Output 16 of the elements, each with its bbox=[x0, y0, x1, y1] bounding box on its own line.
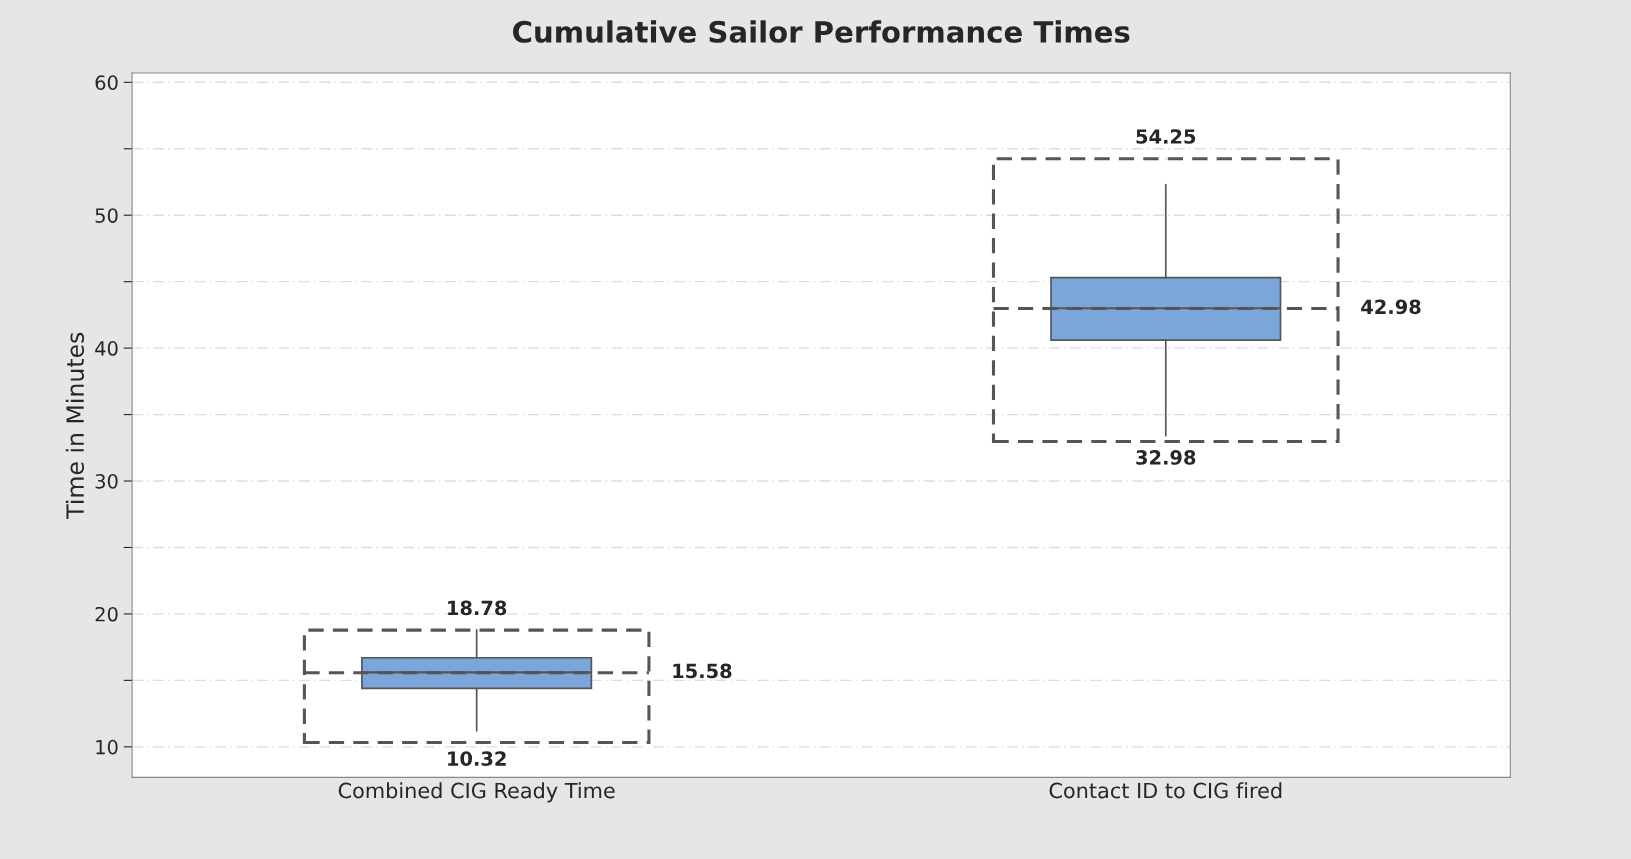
y-tick-label: 30 bbox=[95, 473, 118, 489]
y-axis-title: Time in Minutes bbox=[65, 332, 85, 519]
annotation: 15.58 bbox=[673, 663, 732, 679]
annotation: 32.98 bbox=[1136, 450, 1196, 465]
x-tick-label: Contact ID to CIG fired bbox=[1049, 782, 1282, 799]
annotation: 42.98 bbox=[1361, 299, 1421, 315]
y-tick-label: 40 bbox=[95, 341, 118, 356]
annotation: 18.78 bbox=[448, 600, 507, 616]
y-tick-label: 20 bbox=[95, 606, 118, 622]
chart-title: Cumulative Sailor Performance Times bbox=[513, 20, 1130, 43]
annotation: 54.25 bbox=[1136, 129, 1196, 144]
y-tick-label: 60 bbox=[95, 75, 118, 90]
y-tick-label: 10 bbox=[96, 739, 118, 755]
annotation: 10.32 bbox=[448, 751, 506, 766]
x-tick-label: Combined CIG Ready Time bbox=[338, 782, 615, 803]
y-tick-label: 50 bbox=[95, 208, 118, 223]
